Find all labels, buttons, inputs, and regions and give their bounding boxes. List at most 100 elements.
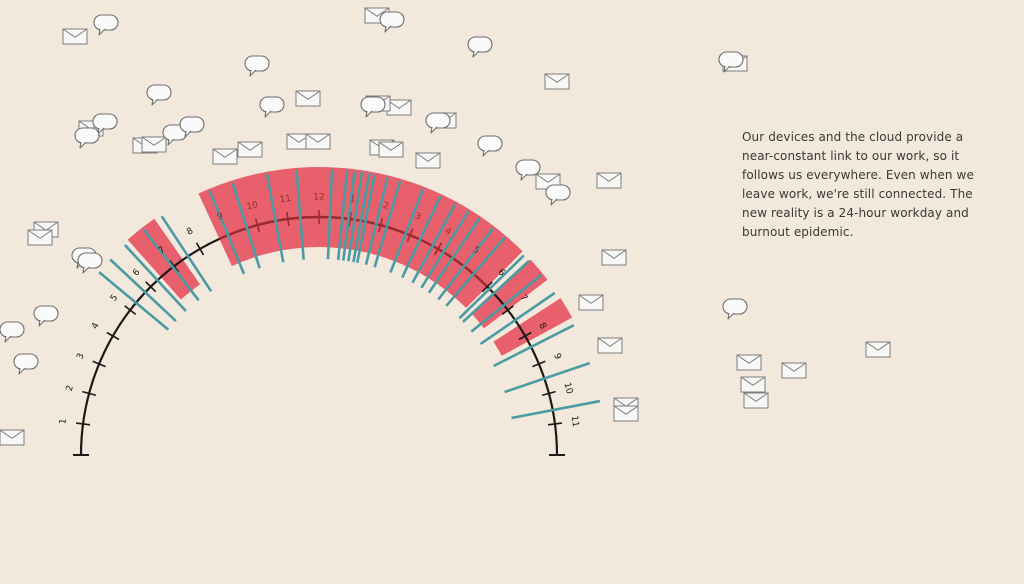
speech-bubble-icon: [0, 321, 25, 343]
hour-tick-8: [195, 242, 205, 256]
hour-label-8: 8: [185, 226, 195, 238]
hour-label-10: 10: [246, 200, 260, 213]
connection-lines: [98, 169, 601, 420]
hour-tick-18: [481, 281, 493, 293]
speech-bubble-icon: [515, 159, 541, 181]
envelope-icon: [378, 141, 404, 158]
hour-tick-14: [378, 218, 384, 233]
speech-bubble-icon: [379, 11, 405, 33]
connection-line-8: [265, 173, 285, 263]
hour-label-13: 1: [349, 194, 356, 205]
hour-tick-15: [406, 228, 414, 242]
hour-tick-22: [541, 390, 556, 396]
speech-bubble-icon: [722, 298, 748, 320]
connection-line-15: [355, 174, 377, 264]
connection-line-5: [160, 215, 213, 293]
envelope-icon: [743, 392, 769, 409]
connection-line-4: [142, 228, 200, 302]
connection-line-10: [326, 169, 334, 260]
speech-bubble-icon: [425, 112, 451, 134]
hour-tick-1: [75, 422, 91, 426]
speech-bubble-icon: [545, 184, 571, 206]
connection-line-24: [445, 236, 506, 307]
connection-line-12: [342, 171, 356, 261]
envelope-icon: [578, 294, 604, 311]
envelope-icon: [613, 405, 639, 422]
connection-line-27: [470, 274, 543, 333]
connection-line-13: [347, 172, 364, 262]
connection-line-25: [458, 254, 525, 320]
hour-label-17: 5: [470, 245, 481, 256]
speech-bubble-icon: [467, 36, 493, 58]
hour-label-23: 11: [569, 415, 580, 428]
hour-label-1: 1: [58, 418, 69, 425]
hour-label-20: 8: [536, 321, 548, 331]
hour-label-11: 11: [279, 194, 292, 205]
connection-line-22: [427, 217, 481, 294]
hour-tick-13: [348, 211, 352, 227]
hour-label-14: 2: [382, 201, 390, 212]
hour-tick-10: [254, 218, 260, 233]
hour-label-7: 7: [157, 245, 168, 256]
speech-bubble-icon: [718, 51, 744, 73]
speech-bubble-icon: [259, 96, 285, 118]
envelope-icon: [62, 28, 88, 45]
message-icons-layer: [0, 7, 891, 446]
hour-label-22: 10: [561, 382, 574, 396]
connection-line-2: [109, 258, 177, 322]
connection-line-6: [208, 190, 246, 275]
speech-bubble-icon: [77, 252, 103, 274]
speech-bubble-icon: [33, 305, 59, 327]
speech-bubble-icon: [179, 116, 205, 138]
hour-tick-19: [501, 305, 514, 316]
hour-label-16: 4: [443, 226, 453, 238]
hour-label-6: 6: [131, 267, 142, 278]
speech-bubble-icon: [477, 135, 503, 157]
hour-tick-21: [532, 360, 546, 368]
connection-line-26: [462, 259, 530, 323]
work-block-4: [493, 298, 573, 356]
envelope-icon: [865, 341, 891, 358]
hour-tick-5: [124, 305, 137, 316]
envelope-icon: [305, 133, 331, 150]
envelope-icon: [740, 376, 766, 393]
envelope-icon: [781, 362, 807, 379]
envelope-icon: [601, 249, 627, 266]
speech-bubble-icon: [244, 55, 270, 77]
envelope-icon: [237, 141, 263, 158]
envelope-icon: [544, 73, 570, 90]
hour-label-15: 3: [413, 211, 422, 222]
connection-line-28: [479, 291, 556, 346]
hour-tick-7: [169, 260, 180, 273]
envelope-icon: [212, 148, 238, 165]
hour-label-4: 4: [90, 321, 102, 331]
hour-label-19: 7: [518, 293, 529, 304]
speech-bubble-icon: [146, 84, 172, 106]
connection-line-19: [401, 195, 442, 279]
hour-label-5: 5: [109, 293, 120, 304]
work-block-3: [471, 259, 548, 329]
envelope-icon: [597, 337, 623, 354]
connection-line-9: [295, 169, 305, 260]
connection-line-29: [493, 324, 575, 368]
connection-line-23: [437, 227, 495, 301]
hour-tick-11: [286, 211, 290, 227]
hour-label-12: 12: [313, 193, 324, 203]
hour-label-3: 3: [75, 352, 86, 361]
connection-line-30: [504, 361, 591, 394]
speech-bubble-icon: [74, 127, 100, 149]
hour-tick-16: [433, 242, 443, 256]
speech-bubble-icon: [93, 14, 119, 36]
envelope-icon: [415, 152, 441, 169]
hour-label-2: 2: [65, 384, 76, 392]
connection-line-20: [411, 203, 457, 284]
connection-line-16: [364, 177, 389, 266]
envelope-icon: [596, 172, 622, 189]
speech-bubble-icon: [13, 353, 39, 375]
connection-line-21: [420, 210, 470, 289]
speech-bubble-icon: [360, 96, 386, 118]
connection-line-7: [231, 182, 261, 269]
connection-line-11: [336, 170, 349, 261]
speech-bubble-icon: [92, 113, 118, 135]
